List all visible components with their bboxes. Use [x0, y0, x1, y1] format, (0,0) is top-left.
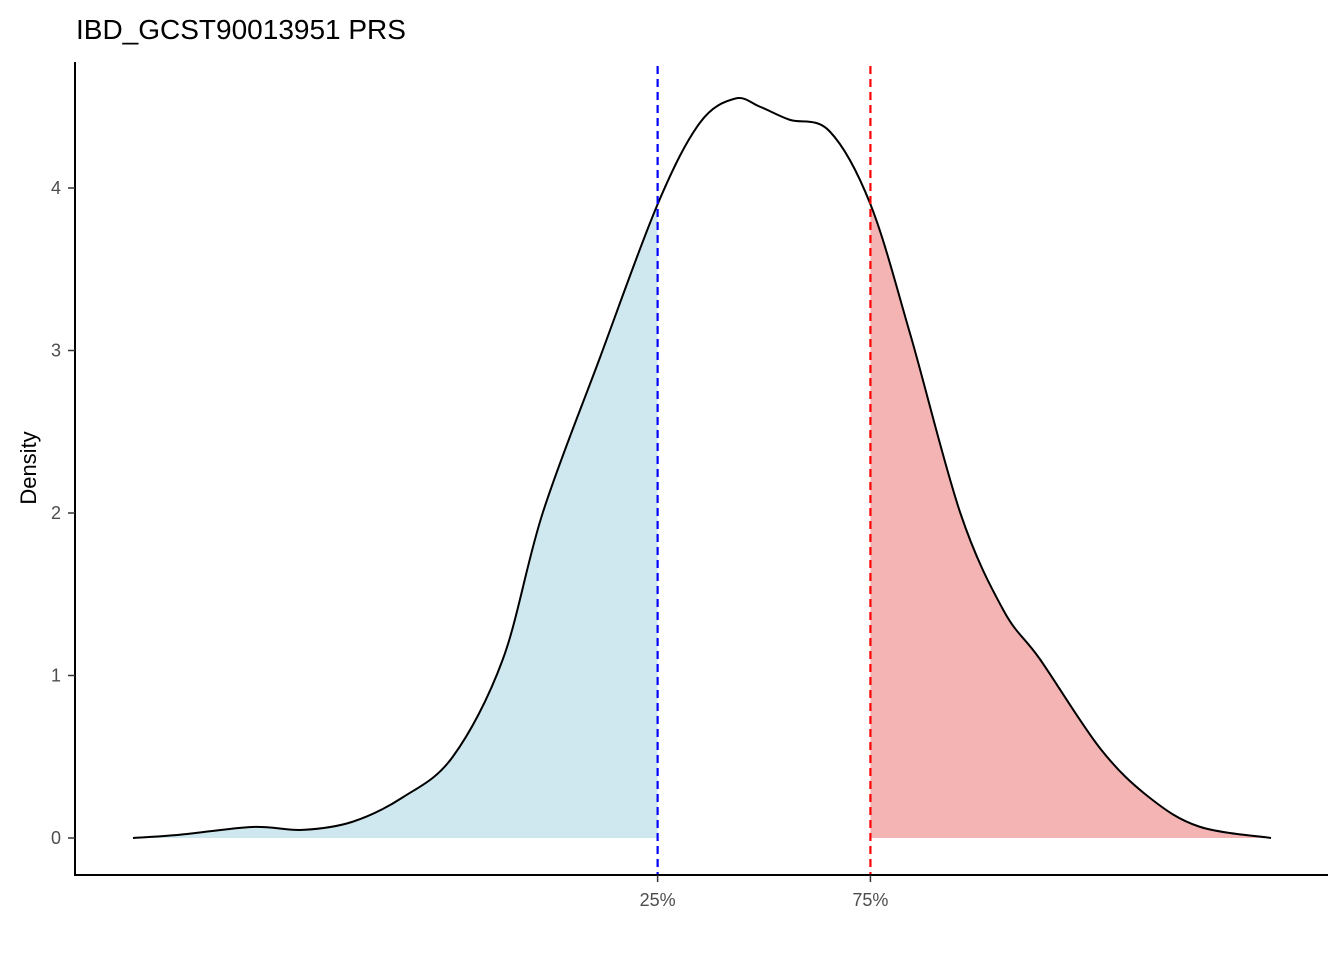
x-tick-label: 25%	[640, 890, 676, 910]
y-tick-label: 4	[51, 178, 61, 198]
y-tick-label: 2	[51, 503, 61, 523]
lower-quartile-fill	[133, 204, 658, 838]
x-tick-label: 75%	[852, 890, 888, 910]
chart-title: IBD_GCST90013951 PRS	[76, 14, 406, 45]
y-tick-label: 3	[51, 341, 61, 361]
y-tick-label: 1	[51, 666, 61, 686]
y-tick-label: 0	[51, 828, 61, 848]
density-curve	[132, 97, 1272, 839]
upper-quartile-fill	[870, 204, 1271, 838]
y-axis-label: Density	[16, 431, 41, 504]
